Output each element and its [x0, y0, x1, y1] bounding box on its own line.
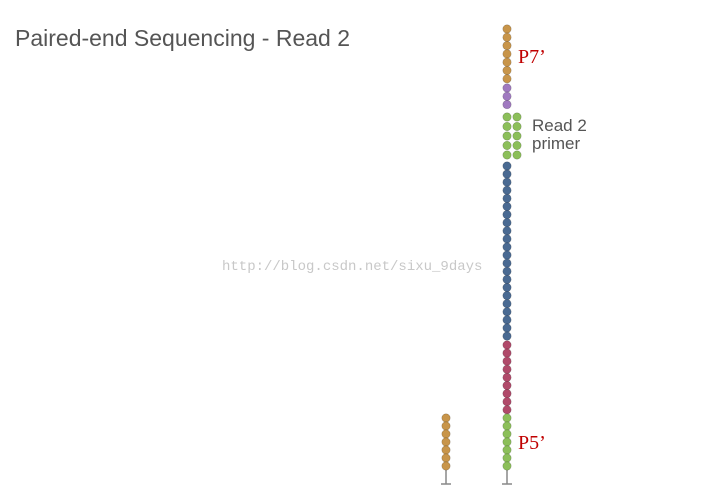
bead: [441, 437, 451, 447]
bead: [502, 169, 512, 179]
bead: [502, 282, 512, 292]
bead: [512, 150, 522, 160]
bead: [502, 122, 512, 132]
bead: [502, 348, 512, 358]
watermark: http://blog.csdn.net/sixu_9days: [222, 259, 482, 275]
bead: [502, 32, 512, 42]
bead: [502, 74, 512, 84]
bead: [502, 389, 512, 399]
bead: [502, 380, 512, 390]
bead: [502, 413, 512, 423]
bead: [502, 453, 512, 463]
bead: [441, 421, 451, 431]
bead: [512, 131, 522, 141]
bead: [502, 57, 512, 67]
bead: [502, 24, 512, 34]
bead: [502, 218, 512, 228]
dna-strands: [441, 24, 522, 485]
bead: [502, 315, 512, 325]
bead: [502, 91, 512, 101]
bead: [441, 445, 451, 455]
bead: [512, 122, 522, 132]
bead: [502, 421, 512, 431]
bead: [502, 100, 512, 110]
bead: [502, 150, 512, 160]
bead: [502, 323, 512, 333]
bead: [502, 202, 512, 212]
bead: [502, 161, 512, 171]
bead: [502, 41, 512, 51]
bead: [502, 185, 512, 195]
bead: [502, 193, 512, 203]
bead: [502, 340, 512, 350]
bead: [502, 83, 512, 93]
bead: [502, 291, 512, 301]
bead: [512, 112, 522, 122]
bead: [441, 429, 451, 439]
bead: [502, 141, 512, 151]
bead: [502, 299, 512, 309]
bead: [502, 49, 512, 59]
bead: [502, 242, 512, 252]
bead: [502, 372, 512, 382]
bead: [502, 112, 512, 122]
bead: [502, 397, 512, 407]
bead: [502, 331, 512, 341]
bead: [512, 141, 522, 151]
bead: [502, 445, 512, 455]
bead: [502, 226, 512, 236]
bead: [502, 131, 512, 141]
bead: [502, 461, 512, 471]
bead: [502, 177, 512, 187]
primer-label: primer: [532, 134, 581, 153]
p7-label: P7’: [518, 46, 546, 68]
bead: [502, 250, 512, 260]
bead: [502, 266, 512, 276]
bead: [502, 405, 512, 415]
bead: [502, 429, 512, 439]
bead: [502, 274, 512, 284]
bead: [502, 356, 512, 366]
bead: [441, 413, 451, 423]
primer-label: Read 2: [532, 116, 587, 135]
bead: [502, 364, 512, 374]
bead: [502, 210, 512, 220]
bead: [502, 307, 512, 317]
bead: [502, 66, 512, 76]
bead: [441, 453, 451, 463]
bead: [502, 258, 512, 268]
title: Paired-end Sequencing - Read 2: [15, 25, 350, 51]
bead: [502, 234, 512, 244]
bead: [502, 437, 512, 447]
bead: [441, 461, 451, 471]
p5-label: P5’: [518, 432, 546, 454]
